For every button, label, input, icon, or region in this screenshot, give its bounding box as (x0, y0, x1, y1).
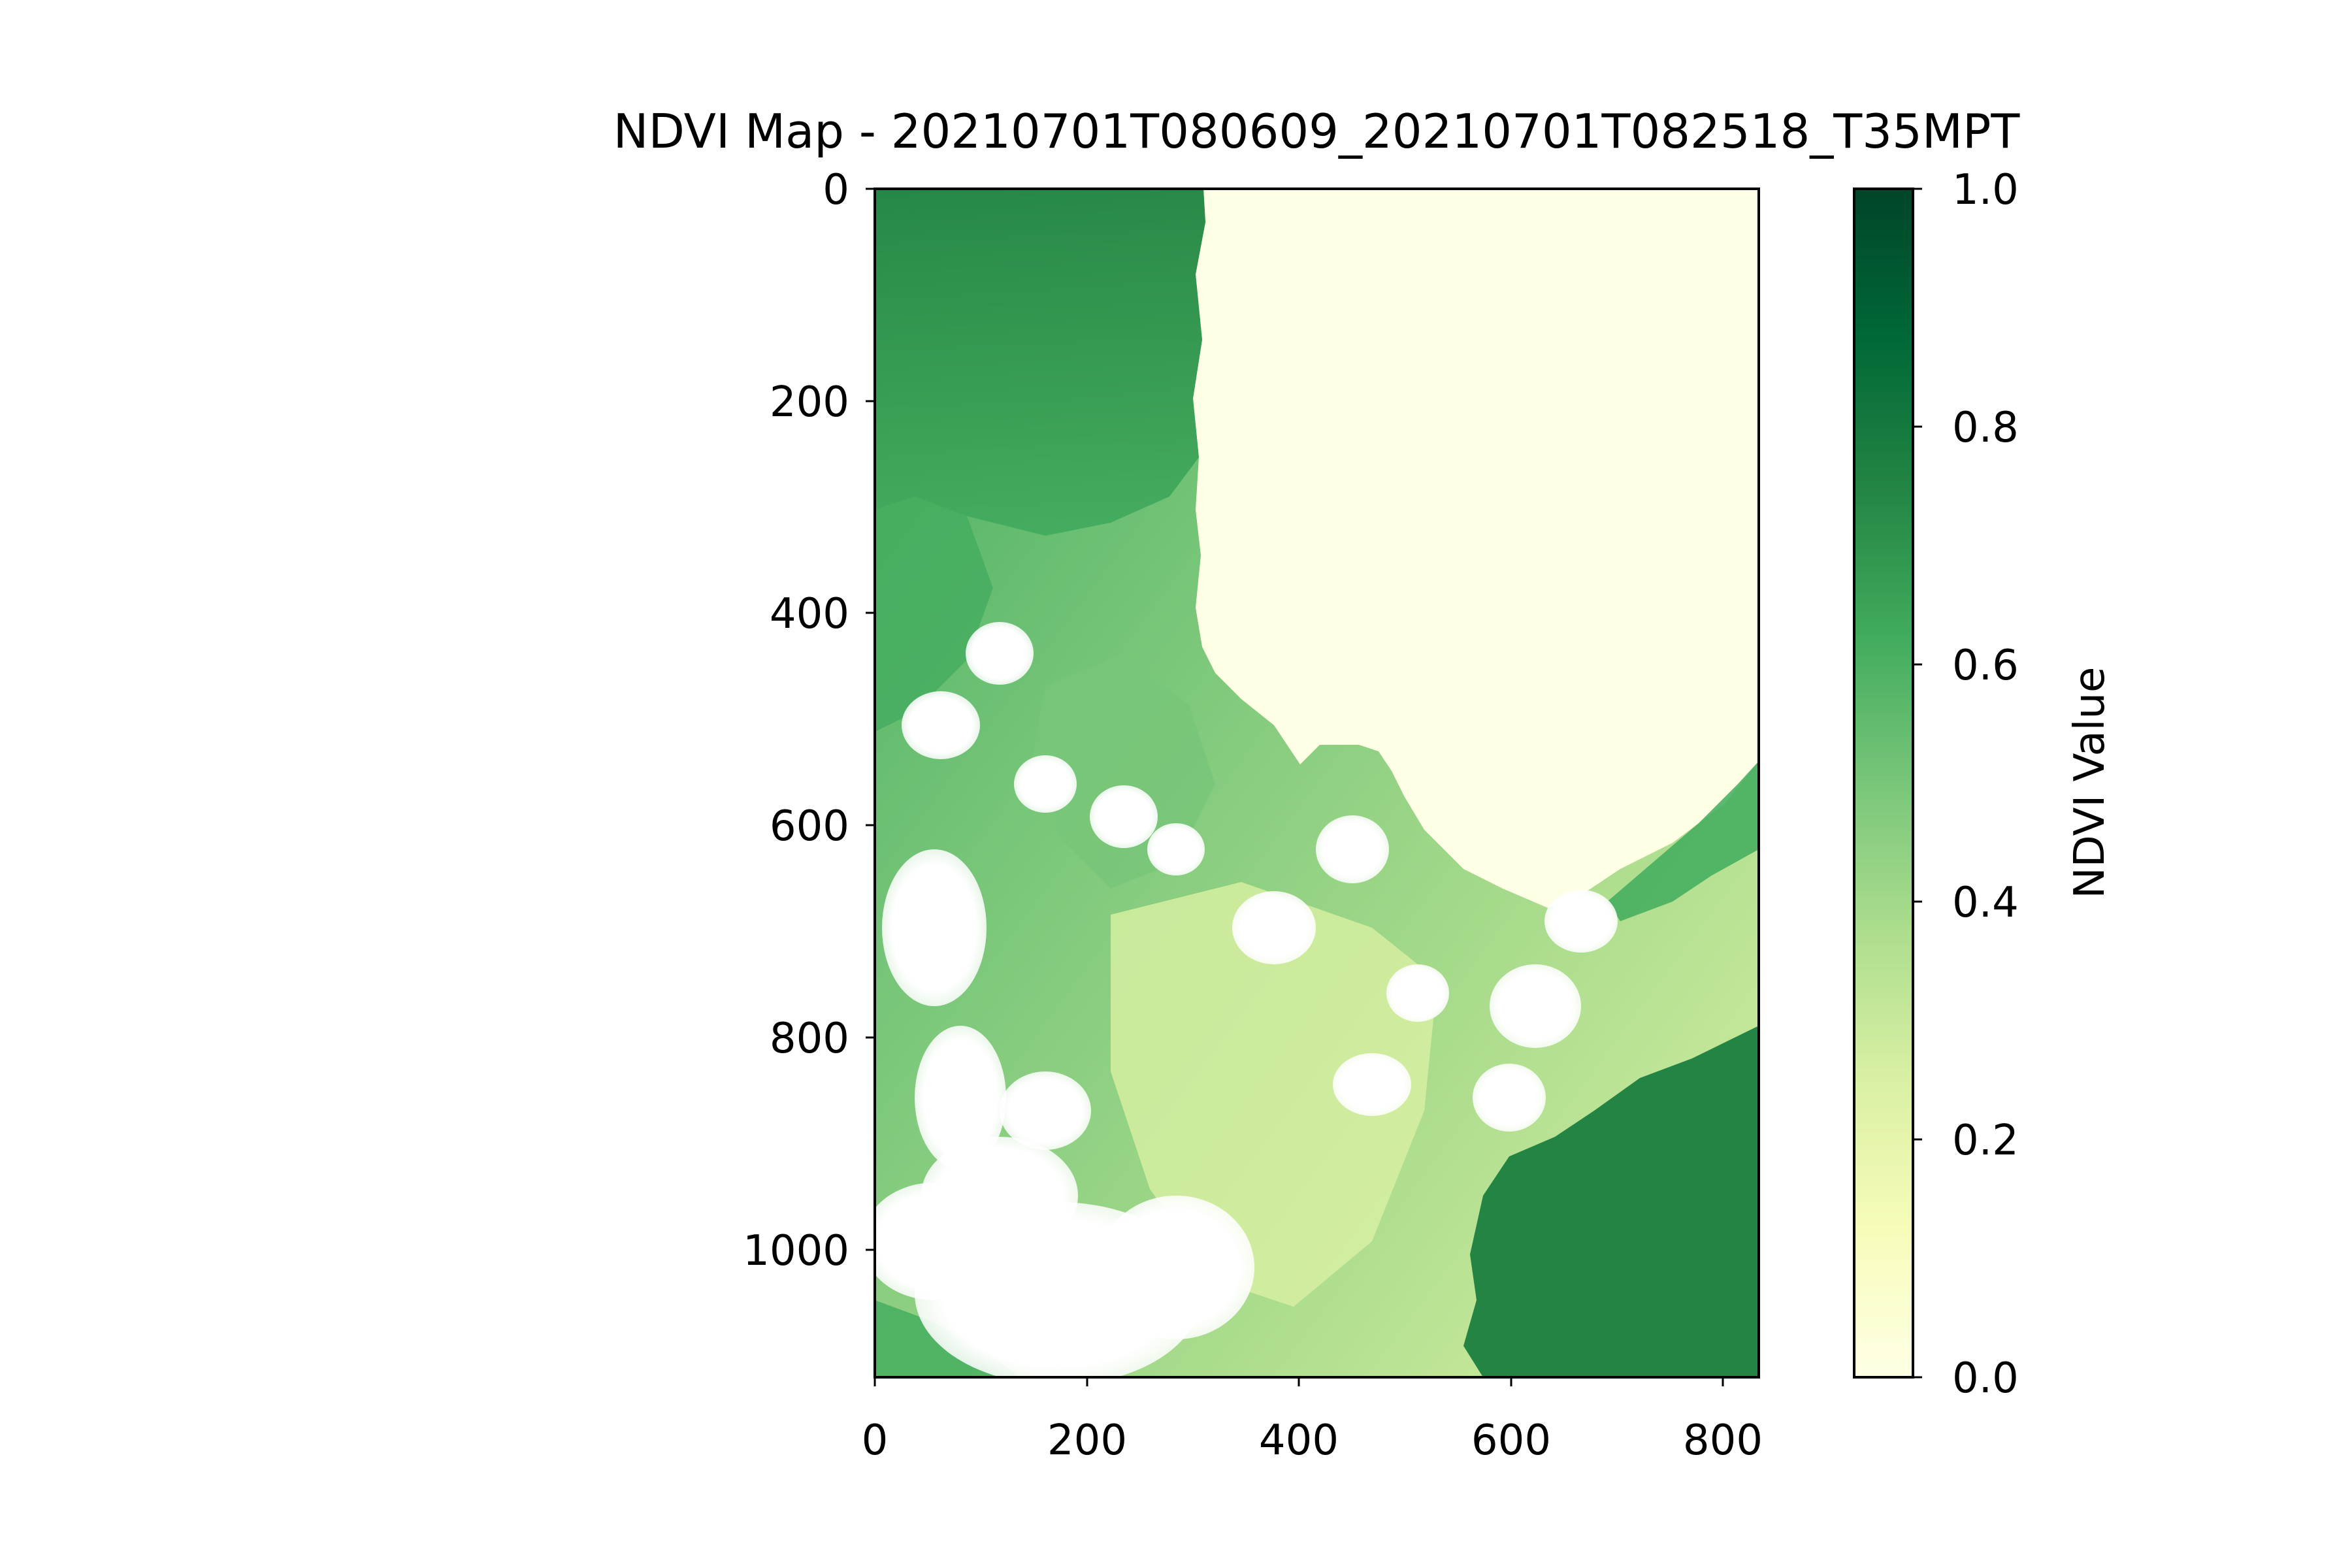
colorbar-tick-label: 0.4 (1952, 879, 2019, 927)
colorbar-tick-label: 0.0 (1952, 1354, 2019, 1403)
x-tick-label: 200 (1047, 1416, 1127, 1465)
water-region (1193, 189, 1759, 908)
x-tick-label: 0 (862, 1416, 889, 1465)
y-tick-label: 600 (770, 802, 849, 851)
dense-vegetation-se (1463, 1026, 1759, 1377)
y-tick-label: 1000 (743, 1227, 849, 1275)
vegetation-patch-west (875, 497, 993, 732)
y-tick-label: 800 (770, 1015, 849, 1063)
plot-frame (874, 188, 1760, 1379)
x-axis: 0 200 400 600 800 (862, 1377, 1763, 1465)
vegetation-shore-east (1607, 761, 1759, 921)
cloud-mask (875, 622, 1618, 1377)
y-axis: 0 200 400 600 800 1000 (743, 166, 875, 1275)
x-tick-label: 800 (1683, 1416, 1763, 1465)
colorbar-tick-label: 0.8 (1952, 404, 2019, 452)
colorbar-tick-label: 1.0 (1952, 166, 2019, 214)
colorbar-gradient (1853, 188, 1914, 1379)
dense-vegetation-nw (875, 189, 1205, 536)
x-tick-label: 400 (1259, 1416, 1339, 1465)
colorbar-tick-label: 0.6 (1952, 642, 2019, 690)
y-tick-label: 200 (770, 378, 849, 427)
y-tick-label: 0 (823, 166, 849, 214)
colorbar-tick-label: 0.2 (1952, 1117, 2019, 1165)
colorbar-label: NDVI Value (2066, 667, 2114, 899)
ndvi-heatmap-image (875, 189, 1759, 1377)
y-tick-label: 400 (770, 590, 849, 638)
x-tick-label: 600 (1471, 1416, 1551, 1465)
chart-title: NDVI Map - 20210701T080609_20210701T0825… (613, 104, 2021, 159)
colorbar: 0.0 0.2 0.4 0.6 0.8 1.0 NDVI Value (1853, 166, 2114, 1403)
